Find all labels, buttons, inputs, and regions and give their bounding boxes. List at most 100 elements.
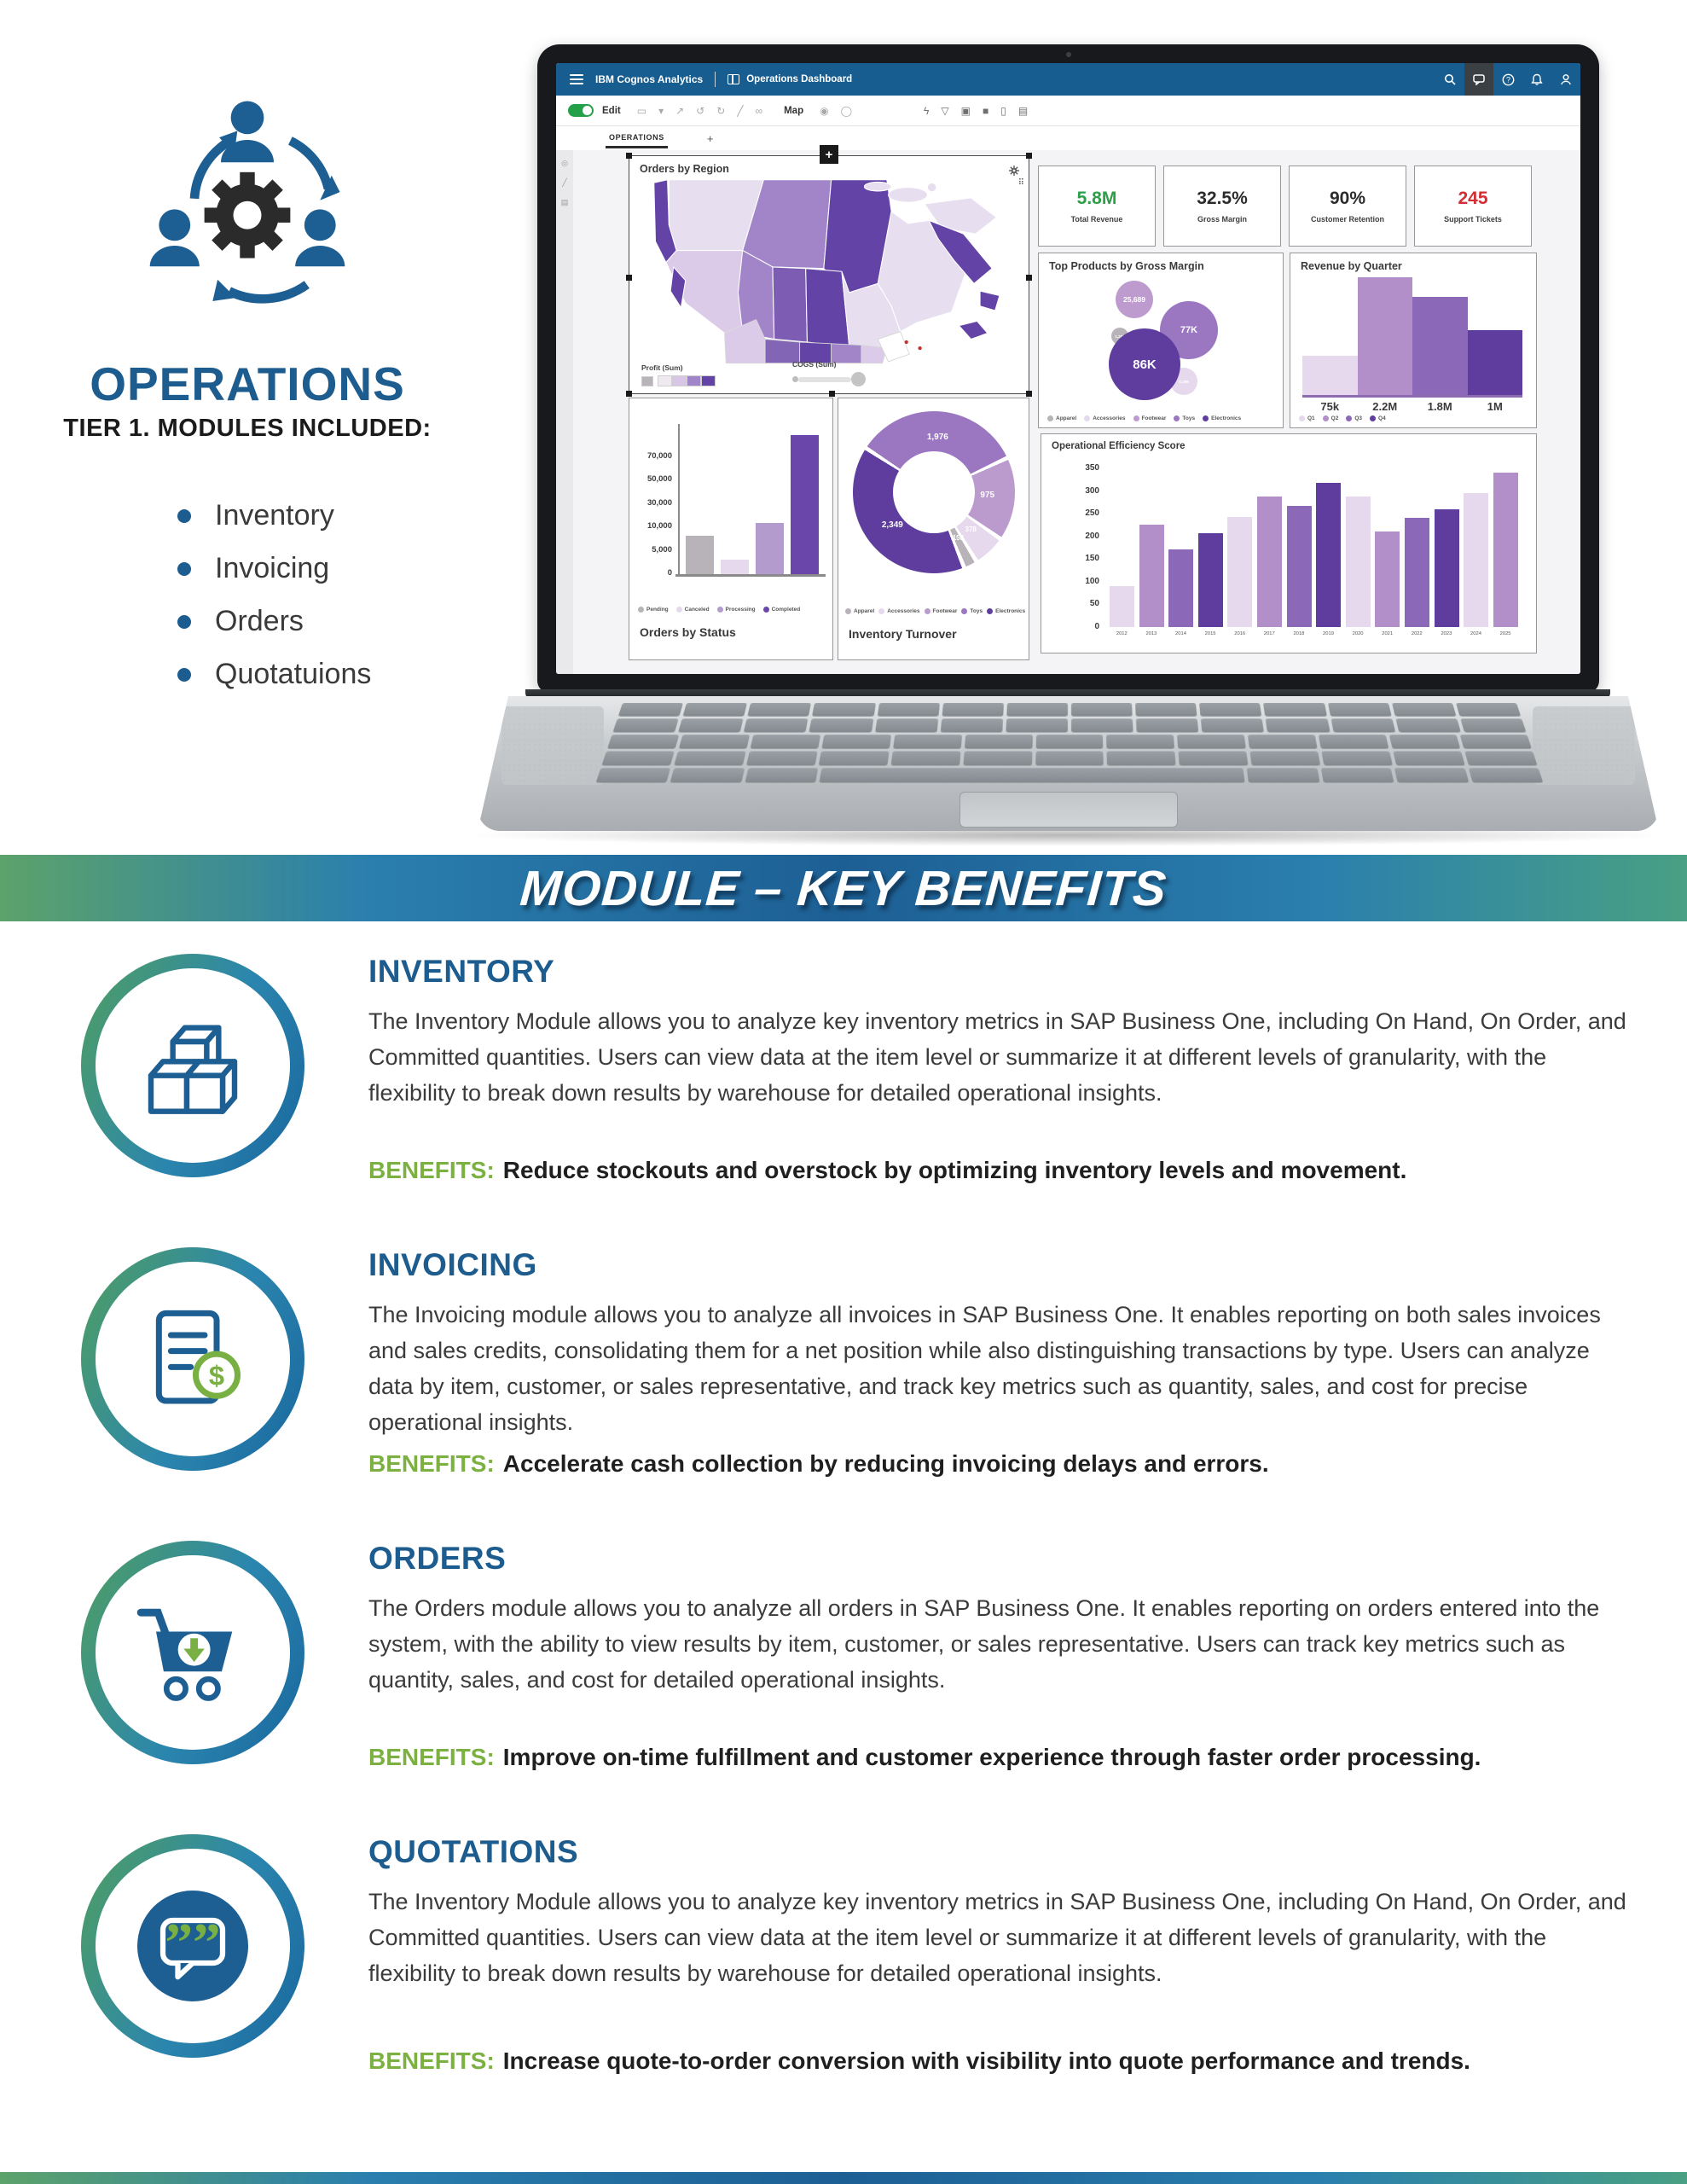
kpi-label: Total Revenue xyxy=(1070,215,1123,224)
notifications-bell-icon[interactable] xyxy=(1522,63,1551,96)
account-person-icon[interactable] xyxy=(1551,63,1580,96)
toolbar-icon[interactable]: ↗ xyxy=(675,104,685,117)
bubble: 25,689 xyxy=(1116,281,1153,318)
toolbar-icon[interactable]: ╱ xyxy=(737,104,744,117)
comments-icon[interactable] xyxy=(1464,63,1493,96)
laptop-screen: IBM Cognos Analytics Operations Dashboar… xyxy=(556,63,1580,674)
y-axis-tick: 50 xyxy=(1089,599,1099,609)
toolbar-icon[interactable]: ◉ xyxy=(820,104,829,117)
section-body: The Inventory Module allows you to analy… xyxy=(368,1889,1626,1987)
legend-item: Toys xyxy=(1174,415,1195,421)
toolbar-icon[interactable]: ▭ xyxy=(636,104,647,117)
section-benefit: BENEFITS: Reduce stockouts and overstock … xyxy=(368,1157,1406,1184)
operational-efficiency-panel[interactable]: Operational Efficiency Score 350 300 250 20… xyxy=(1041,433,1537,653)
keyboard-key xyxy=(1321,751,1394,766)
toolbar-icon[interactable]: ↻ xyxy=(716,104,726,117)
orders-by-region-panel[interactable]: + Orders by Region ⠿ xyxy=(626,145,1032,397)
legend-swatch xyxy=(762,607,769,613)
bar xyxy=(1316,483,1342,627)
orders-by-status-panel[interactable]: 70,000 50,000 30,000 10,000 5,000 0 Pending Ca… xyxy=(629,398,833,660)
toolbar-icon[interactable]: ◯ xyxy=(840,104,853,117)
module-list-item: Inventory xyxy=(177,499,452,532)
x-axis-label: 2016 xyxy=(1234,631,1246,636)
bar xyxy=(1464,493,1489,627)
keyboard-key xyxy=(1455,703,1522,717)
kpi-card[interactable]: 90% Customer Retention xyxy=(1289,166,1406,247)
toolbar-right-icons: ϟ ▽ ▣ ■ ▯ ▤ xyxy=(918,105,1034,117)
status-legend: Pending Canceled Processing Completed xyxy=(638,607,800,613)
top-products-panel[interactable]: Top Products by Gross Margin 1,286 5,298 2… xyxy=(1038,253,1284,428)
keyboard-key xyxy=(942,703,1004,717)
gear-icon xyxy=(204,171,291,258)
toolbar-icon[interactable]: ∞ xyxy=(755,104,763,117)
revenue-by-quarter-panel[interactable]: Revenue by Quarter 75k 2.2M 1.8M 1M Q1 Q2 Q3 Q… xyxy=(1290,253,1537,428)
legend-swatch xyxy=(1203,415,1209,421)
inventory-turnover-panel[interactable]: 1,976 975 378 158 2,349 Apparel Accessories Fo… xyxy=(838,398,1029,660)
toolbar-icon[interactable]: ϟ xyxy=(924,104,930,117)
rail-icon[interactable]: ╱ xyxy=(562,178,567,187)
widget-settings-gear-icon[interactable] xyxy=(1008,165,1020,177)
profit-swatch xyxy=(672,375,687,386)
toolbar-icon[interactable]: ▽ xyxy=(941,104,949,117)
x-axis-label: 2017 xyxy=(1263,631,1275,636)
keyboard-key xyxy=(1460,718,1527,733)
keyboard-key xyxy=(1248,735,1318,749)
help-icon[interactable]: ? xyxy=(1493,63,1522,96)
legend-item: Pending xyxy=(638,607,669,613)
bar xyxy=(1405,518,1429,627)
dashboard-doc-icon xyxy=(728,74,740,84)
legend-item: Completed xyxy=(762,607,800,613)
donut-legend: Apparel Accessories Footwear Toys Electronic… xyxy=(845,608,1025,614)
legend-swatch xyxy=(1047,415,1053,421)
tab-operations[interactable]: OPERATIONS xyxy=(606,128,668,148)
search-icon[interactable] xyxy=(1435,63,1464,96)
legend-item: Footwear xyxy=(1133,415,1166,421)
bar-value-label: 75k xyxy=(1320,400,1340,413)
keyboard-key xyxy=(1327,703,1392,717)
keyboard-key xyxy=(1106,751,1176,766)
keyboard-key xyxy=(1395,718,1461,733)
kpi-card[interactable]: 32.5% Gross Margin xyxy=(1163,166,1281,247)
inventory-icon-ring xyxy=(81,954,304,1177)
toolbar-icon[interactable]: ▤ xyxy=(1017,104,1029,117)
benefits-label: BENEFITS: xyxy=(368,1157,495,1183)
left-speaker-grille xyxy=(501,706,604,785)
bar-value-label: 1M xyxy=(1487,400,1503,413)
toolbar-icon[interactable]: ■ xyxy=(982,104,989,117)
toolbar-icon[interactable]: ▯ xyxy=(1000,104,1006,117)
toolbar-icon[interactable]: ▣ xyxy=(960,104,971,117)
kpi-card[interactable]: 245 Support Tickets xyxy=(1414,166,1532,247)
svg-text:$: $ xyxy=(209,1359,224,1391)
legend-swatch xyxy=(845,608,851,614)
edit-toggle[interactable] xyxy=(568,104,594,117)
bubble-panel-title: Top Products by Gross Margin xyxy=(1049,260,1204,272)
x-axis-label: 2025 xyxy=(1499,631,1511,636)
y-axis-tick: 350 xyxy=(1085,463,1099,473)
laptop-trackpad xyxy=(959,792,1178,828)
keyboard-row xyxy=(594,768,1545,783)
bar xyxy=(1493,473,1518,627)
keyboard-key xyxy=(1135,703,1197,717)
y-axis-tick: 30,000 xyxy=(646,497,672,508)
inventory-boxes-icon xyxy=(148,1025,238,1114)
rail-icon[interactable]: ◎ xyxy=(561,159,568,167)
quarter-bars xyxy=(1290,253,1538,397)
widget-drag-handle[interactable]: ⠿ xyxy=(1017,178,1024,188)
legend-item: Apparel xyxy=(845,608,874,614)
add-tab-button[interactable]: + xyxy=(706,131,714,145)
hamburger-menu-icon[interactable] xyxy=(570,74,583,84)
kpi-value: 245 xyxy=(1458,189,1488,208)
rail-icon[interactable]: ▤ xyxy=(560,198,569,206)
toolbar-icon[interactable]: ↺ xyxy=(696,104,705,117)
widget-add-button[interactable]: + xyxy=(820,145,838,164)
kpi-value: 90% xyxy=(1329,189,1366,208)
cognos-dashboard: IBM Cognos Analytics Operations Dashboar… xyxy=(556,63,1580,674)
kpi-card[interactable]: 5.8M Total Revenue xyxy=(1038,166,1156,247)
profit-legend-label: Profit (Sum) xyxy=(641,363,683,372)
keyboard-key xyxy=(595,768,671,783)
section-body: The Orders module allows you to analyze … xyxy=(368,1595,1600,1693)
bar-value-label: 2.2M xyxy=(1372,400,1398,413)
toolbar-icon[interactable]: ▾ xyxy=(658,104,664,117)
donut-slice-label: 1,976 xyxy=(926,433,948,443)
legend-item: Apparel xyxy=(1047,415,1076,421)
